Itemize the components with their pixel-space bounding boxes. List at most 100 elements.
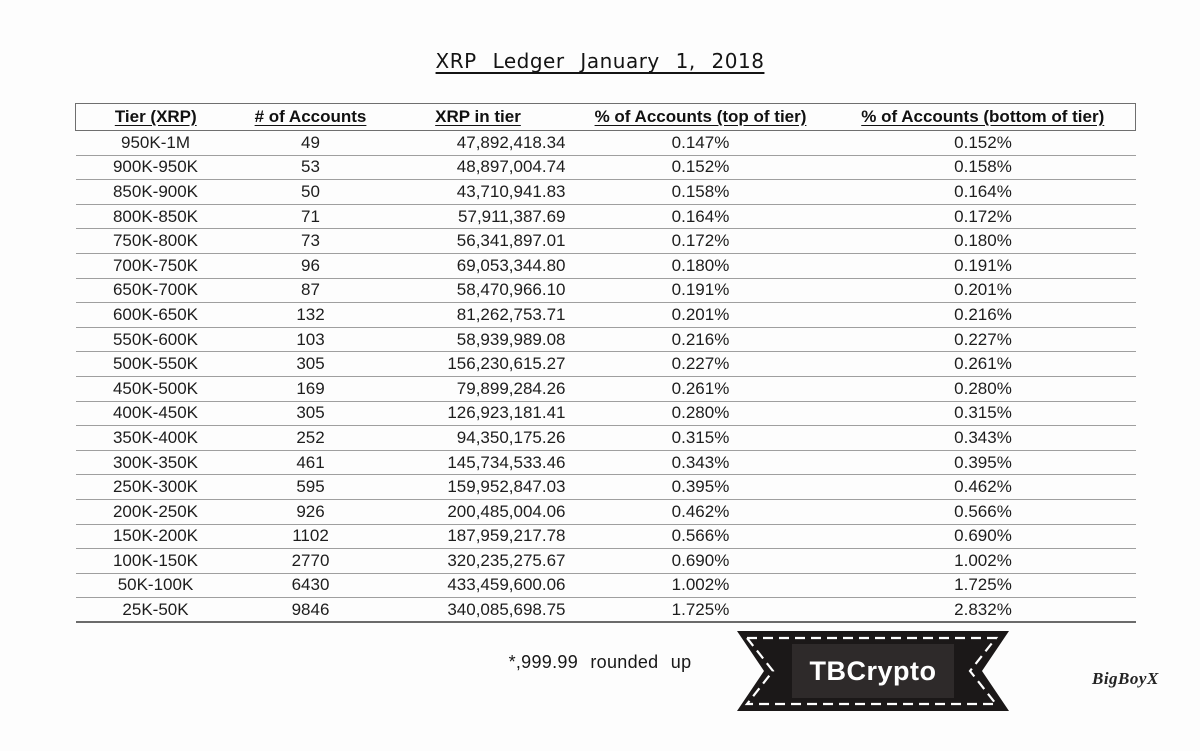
table-cell: 400K-450K [75,401,236,427]
table-cell: 0.191% [570,278,831,304]
table-cell: 0.343% [830,425,1136,451]
table-cell: 433,459,600.06 [385,573,571,599]
table-cell: 103 [235,327,386,353]
table-cell: 56,341,897.01 [385,228,571,254]
table-cell: 252 [235,425,386,451]
page-title: XRP Ledger January 1, 2018 [435,49,765,73]
table-cell: 0.227% [830,327,1136,353]
table-cell: 48,897,004.74 [385,155,571,181]
column-header-xrp-in-tier: XRP in tier [385,103,571,131]
table-cell: 0.566% [830,499,1136,525]
table-cell: 69,053,344.80 [385,253,571,279]
table-cell: 81,262,753.71 [385,302,571,328]
table-cell: 0.201% [830,278,1136,304]
table-row: 550K-600K 103 58,939,989.08 0.216% 0.227% [75,327,1136,353]
table-cell: 159,952,847.03 [385,474,571,500]
table-cell: 1102 [235,524,386,550]
table-row: 650K-700K 87 58,470,966.10 0.191% 0.201% [75,278,1136,304]
table-cell: 0.227% [570,351,831,377]
table-cell: 461 [235,450,386,476]
table-cell: 0.164% [570,204,831,230]
table-cell: 0.216% [570,327,831,353]
rounding-footnote: *,999.99 rounded up [508,652,692,672]
table-cell: 350K-400K [75,425,236,451]
author-signature: BigBoyX [1092,669,1159,688]
table-cell: 169 [235,376,386,402]
column-header-accounts: # of Accounts [235,103,386,131]
header-row: Tier (XRP) # of Accounts XRP in tier % o… [75,103,1136,131]
table-row: 450K-500K 169 79,899,284.26 0.261% 0.280% [75,376,1136,402]
table-cell: 305 [235,351,386,377]
table-cell: 0.315% [570,425,831,451]
table-cell: 926 [235,499,386,525]
table-cell: 950K-1M [75,130,236,156]
table-cell: 9846 [235,597,386,624]
table-row: 950K-1M 49 47,892,418.34 0.147% 0.152% [75,130,1136,156]
table-cell: 0.191% [830,253,1136,279]
table-cell: 0.180% [830,228,1136,254]
table-row: 850K-900K 50 43,710,941.83 0.158% 0.164% [75,179,1136,205]
table-cell: 750K-800K [75,228,236,254]
table-row: 300K-350K 461 145,734,533.46 0.343% 0.395% [75,450,1136,476]
table-cell: 0.172% [570,228,831,254]
table-cell: 100K-150K [75,548,236,574]
table-cell: 187,959,217.78 [385,524,571,550]
table-cell: 0.462% [830,474,1136,500]
table-row: 150K-200K 1102 187,959,217.78 0.566% 0.690% [75,524,1136,550]
table-cell: 156,230,615.27 [385,351,571,377]
table-cell: 0.280% [830,376,1136,402]
table-row: 900K-950K 53 48,897,004.74 0.152% 0.158% [75,155,1136,181]
table-cell: 700K-750K [75,253,236,279]
table-row: 350K-400K 252 94,350,175.26 0.315% 0.343% [75,425,1136,451]
table-cell: 50K-100K [75,573,236,599]
table-cell: 0.395% [570,474,831,500]
table-cell: 49 [235,130,386,156]
table-cell: 1.002% [570,573,831,599]
table-cell: 47,892,418.34 [385,130,571,156]
table-cell: 200,485,004.06 [385,499,571,525]
table-cell: 1.002% [830,548,1136,574]
table-cell: 0.216% [830,302,1136,328]
table-cell: 0.158% [830,155,1136,181]
table-cell: 53 [235,155,386,181]
column-header-pct-top: % of Accounts (top of tier) [570,103,831,131]
table-row: 750K-800K 73 56,341,897.01 0.172% 0.180% [75,228,1136,254]
table-cell: 43,710,941.83 [385,179,571,205]
table-cell: 0.690% [570,548,831,574]
table-cell: 2770 [235,548,386,574]
table-cell: 0.172% [830,204,1136,230]
table-cell: 79,899,284.26 [385,376,571,402]
table-cell: 58,939,989.08 [385,327,571,353]
table-cell: 150K-200K [75,524,236,550]
table-row: 600K-650K 132 81,262,753.71 0.201% 0.216% [75,302,1136,328]
table-cell: 250K-300K [75,474,236,500]
ribbon-stitch-border [744,636,999,706]
table-cell: 0.164% [830,179,1136,205]
table-row: 50K-100K 6430 433,459,600.06 1.002% 1.725% [75,573,1136,599]
table-cell: 1.725% [830,573,1136,599]
table-cell: 300K-350K [75,450,236,476]
table-row: 250K-300K 595 159,952,847.03 0.395% 0.462% [75,474,1136,500]
table-cell: 57,911,387.69 [385,204,571,230]
table-row: 800K-850K 71 57,911,387.69 0.164% 0.172% [75,204,1136,230]
table-cell: 0.261% [830,351,1136,377]
table-row: 400K-450K 305 126,923,181.41 0.280% 0.315% [75,401,1136,427]
table-cell: 595 [235,474,386,500]
table-cell: 340,085,698.75 [385,597,571,624]
table-cell: 200K-250K [75,499,236,525]
xrp-tier-table: Tier (XRP) # of Accounts XRP in tier % o… [75,103,1136,624]
table-cell: 6430 [235,573,386,599]
table-cell: 145,734,533.46 [385,450,571,476]
table-cell: 0.147% [570,130,831,156]
table-cell: 96 [235,253,386,279]
table-cell: 0.395% [830,450,1136,476]
table-cell: 0.158% [570,179,831,205]
table-row: 25K-50K 9846 340,085,698.75 1.725% 2.832% [75,597,1136,624]
table-cell: 850K-900K [75,179,236,205]
table-cell: 58,470,966.10 [385,278,571,304]
table-cell: 0.690% [830,524,1136,550]
table-cell: 305 [235,401,386,427]
table-row: 500K-550K 305 156,230,615.27 0.227% 0.261% [75,351,1136,377]
table-cell: 87 [235,278,386,304]
